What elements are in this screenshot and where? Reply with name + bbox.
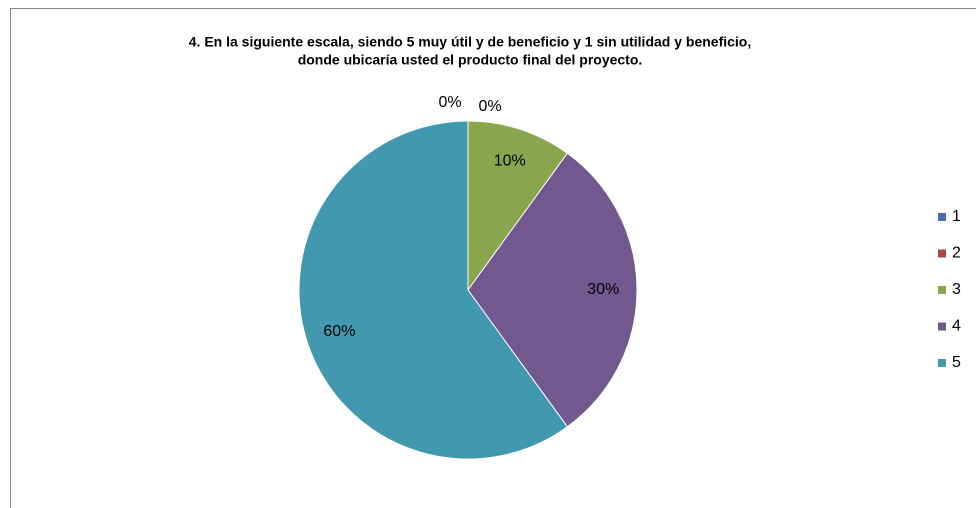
data-label: 60% [323, 323, 355, 340]
legend-label: 4 [952, 318, 961, 335]
pie-slice [467, 120, 569, 292]
legend-label: 5 [952, 354, 961, 371]
chart-title: donde ubicaría usted el producto final d… [298, 52, 643, 68]
data-label: 0% [478, 98, 501, 115]
chart-title: 4. En la siguiente escala, siendo 5 muy … [189, 34, 752, 50]
legend-label: 3 [952, 281, 961, 298]
data-label: 0% [438, 94, 461, 111]
legend-swatch [938, 359, 946, 367]
legend-label: 2 [952, 245, 961, 262]
pie-slice [467, 152, 638, 428]
legend-swatch [938, 213, 946, 221]
data-label: 30% [587, 281, 619, 298]
legend-label: 1 [952, 208, 961, 225]
legend-swatch [938, 249, 946, 258]
pie-slice [298, 120, 569, 460]
legend-swatch [938, 286, 946, 294]
legend-swatch [938, 322, 946, 331]
data-label: 10% [494, 153, 526, 170]
